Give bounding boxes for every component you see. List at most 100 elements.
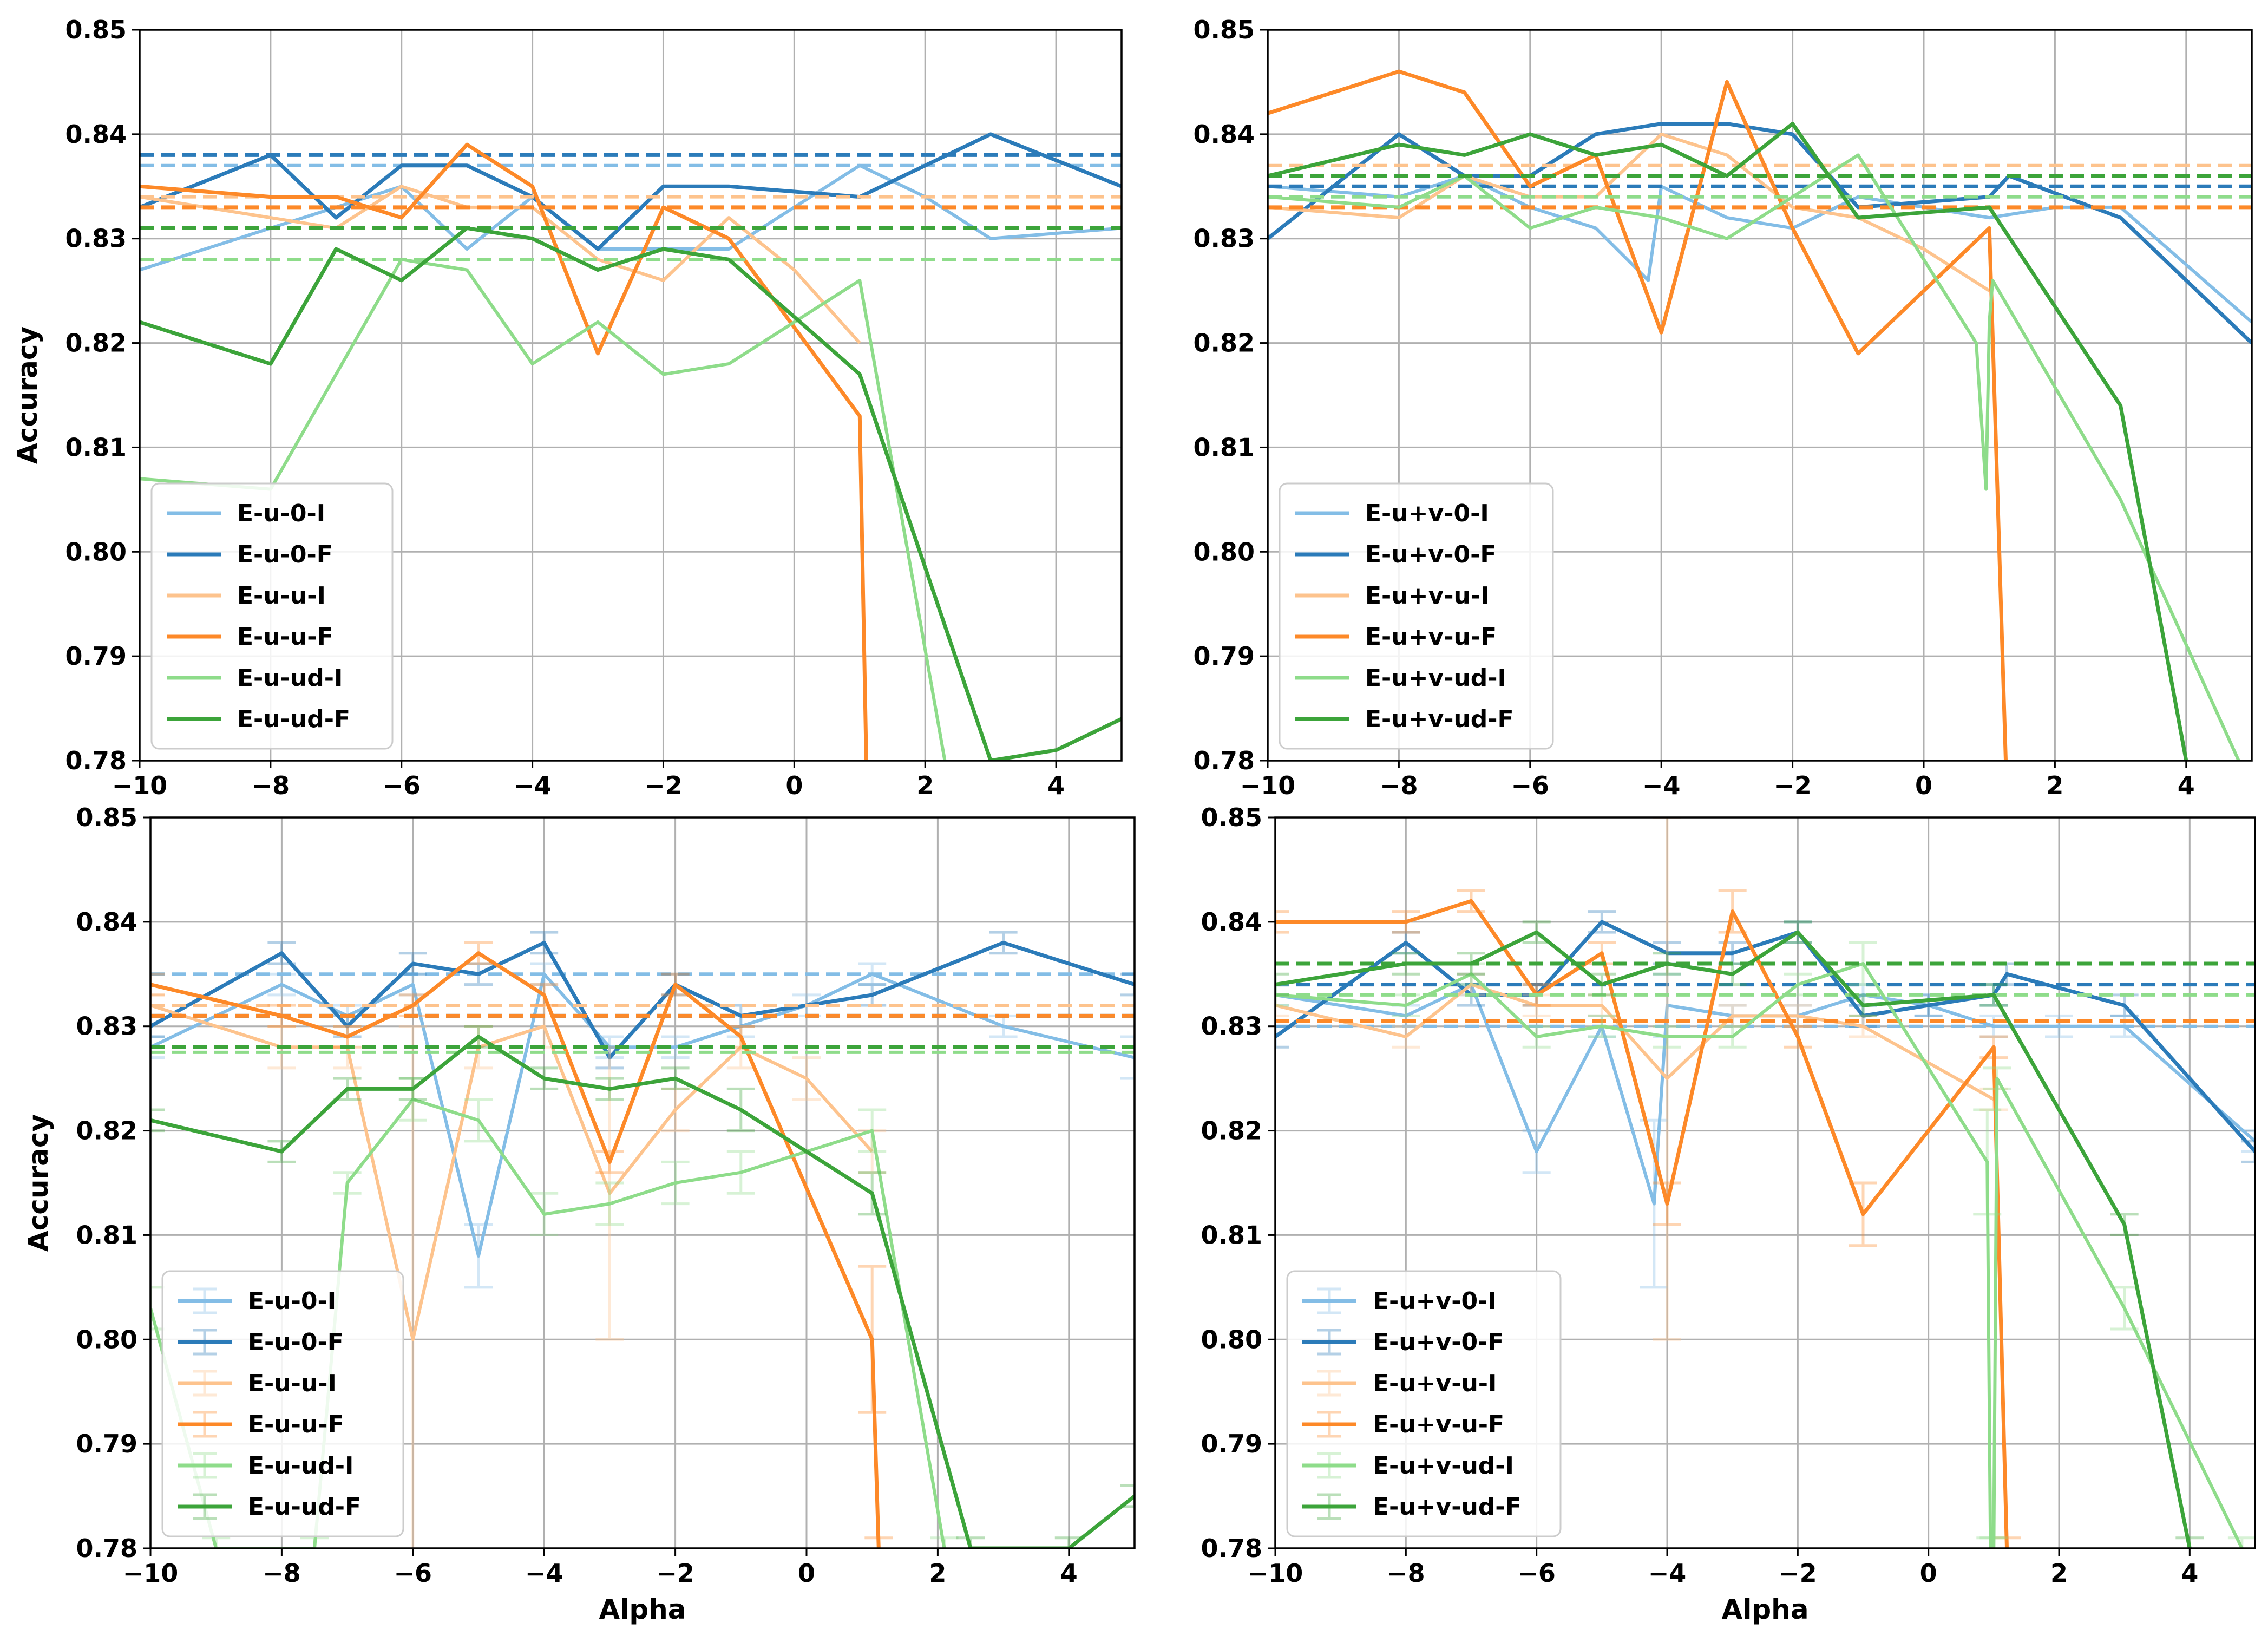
error-bar-E-u-ud-F: [267, 1140, 296, 1163]
error-bar-E-u+v-ud-F: [1392, 952, 1420, 976]
error-bar-E-u+v-u-I: [1784, 1004, 1812, 1028]
y-tick-label: 0.79: [65, 642, 127, 671]
error-bar-E-u-u-F: [267, 1004, 296, 1028]
legend-label: E-u-0-I: [248, 1287, 336, 1315]
y-tick-label: 0.83: [1201, 1012, 1263, 1041]
legend-label: E-u-u-I: [237, 582, 326, 610]
error-bar-E-u+v-ud-I: [1983, 1066, 2011, 1090]
x-axis-label: Alpha: [599, 1594, 686, 1625]
error-bar-E-u+v-ud-F: [1979, 983, 2008, 1007]
error-bar-E-u-ud-I: [726, 1150, 755, 1195]
error-bar-E-u+v-ud-F: [1653, 952, 1681, 976]
series-line-E-u+v-ud-F: [1275, 930, 2192, 1548]
error-bar-E-u-ud-I: [661, 1160, 690, 1206]
error-bar-E-u-0-I: [267, 972, 296, 997]
error-bar-E-u+v-ud-F: [1588, 972, 1616, 997]
error-bar-E-u+v-0-F: [1992, 962, 2021, 986]
x-tick-label: −8: [1387, 1559, 1425, 1588]
x-tick-label: 4: [1047, 771, 1065, 800]
error-bar-E-u-0-I: [858, 962, 887, 986]
error-bar-E-u-ud-F: [333, 1077, 362, 1101]
series-line-E-u-ud-I: [140, 258, 947, 761]
error-bar-E-u+v-ud-I: [1522, 1025, 1551, 1049]
error-bar-E-u-ud-F: [398, 1077, 427, 1101]
x-tick-label: −2: [656, 1559, 694, 1588]
legend-item: E-u+v-0-F: [1302, 1329, 1504, 1356]
error-bar-E-u+v-0-I: [2241, 1129, 2255, 1153]
error-bar-E-u+v-0-F: [1275, 1025, 1289, 1049]
y-axis-label: Accuracy: [23, 1114, 54, 1252]
legend-item: E-u-0-I: [167, 500, 325, 527]
plot-area: [1275, 817, 2255, 1548]
error-bar-E-u+v-u-F: [1784, 1025, 1812, 1049]
x-tick-label: −4: [513, 771, 552, 800]
legend-box: [1279, 482, 1554, 750]
error-bar-E-u-u-F: [464, 941, 493, 965]
legend: E-u-0-I E-u-0-F E-u-u-I E-u-u-F E-u-ud-I E-u-…: [150, 482, 394, 750]
error-bar-E-u+v-u-F: [1457, 889, 1485, 913]
error-bar-E-u+v-u-I: [1849, 1014, 1877, 1038]
y-tick-label: 0.84: [76, 907, 138, 937]
error-bar-E-u-0-F: [398, 952, 427, 976]
error-bar-E-u+v-u-F: [1992, 1536, 2021, 1548]
plot-area: [150, 931, 1135, 1548]
legend-label: E-u-ud-I: [237, 664, 343, 692]
legend-label: E-u-u-I: [248, 1370, 337, 1397]
error-bar-E-u+v-ud-F: [1718, 962, 1747, 986]
axes-frame: [1267, 29, 2253, 762]
legend-label: E-u-u-F: [237, 623, 333, 651]
x-tick-label: −8: [263, 1559, 301, 1588]
plot-area: [1268, 69, 2252, 761]
x-tick-label: −2: [644, 771, 683, 800]
error-bar-E-u-u-F: [398, 993, 427, 1017]
error-bar-E-u+v-0-F: [2241, 1140, 2255, 1163]
x-tick-label: −4: [1642, 771, 1681, 800]
error-bar-E-u+v-ud-I: [1718, 1025, 1747, 1049]
series-line-E-u+v-u-F: [1275, 899, 2009, 1548]
error-bar-E-u-ud-F: [464, 1025, 493, 1049]
error-bar-E-u+v-u-F: [1849, 1181, 1877, 1247]
error-bar-E-u+v-0-F: [2110, 993, 2139, 1017]
y-tick-label: 0.82: [1194, 329, 1255, 358]
legend-item: E-u-u-F: [178, 1411, 344, 1438]
error-bar-E-u-ud-F: [595, 1077, 624, 1101]
y-tick-label: 0.82: [1201, 1116, 1263, 1146]
y-tick-label: 0.81: [1194, 433, 1255, 462]
error-bar-E-u-ud-I: [333, 1171, 362, 1195]
error-bar-E-u-ud-I: [595, 1181, 624, 1226]
x-tick-label: −6: [1511, 771, 1550, 800]
series-line-E-u-0-I: [140, 163, 1122, 272]
error-bar-E-u+v-0-I: [1640, 1118, 1668, 1289]
y-axis-label: Accuracy: [12, 326, 43, 464]
legend-label: E-u+v-u-F: [1365, 623, 1497, 651]
series-line-E-u-ud-F: [140, 226, 1122, 761]
error-bar-E-u+v-ud-F: [2175, 1536, 2204, 1548]
x-tick-label: −6: [394, 1559, 432, 1588]
legend-label: E-u+v-0-I: [1373, 1287, 1497, 1315]
error-bar-E-u+v-u-F: [1275, 910, 1289, 934]
error-bar-E-u+v-u-I: [1392, 1025, 1420, 1049]
error-bar-E-u+v-ud-I: [1976, 1536, 2005, 1548]
legend-label: E-u-u-F: [248, 1411, 344, 1438]
error-bar-E-u-0-F: [530, 931, 559, 955]
legend-label: E-u+v-ud-F: [1365, 705, 1514, 733]
y-tick-label: 0.84: [1201, 907, 1263, 937]
error-bar-E-u+v-u-F: [1718, 889, 1747, 934]
error-bar-E-u-u-F: [661, 972, 690, 997]
series-line-E-u+v-ud-I: [1275, 962, 2244, 1548]
x-tick-label: −8: [252, 771, 290, 800]
x-tick-label: 2: [2046, 771, 2063, 800]
x-tick-label: −6: [1517, 1559, 1556, 1588]
legend-label: E-u+v-ud-F: [1373, 1493, 1522, 1521]
error-bar-E-u+v-ud-F: [1784, 920, 1812, 944]
x-tick-label: −8: [1380, 771, 1418, 800]
x-tick-label: −10: [1248, 1559, 1303, 1588]
error-bar-E-u+v-ud-F: [1522, 920, 1551, 944]
error-bar-E-u+v-0-F: [1392, 931, 1420, 955]
legend-box: [161, 1270, 404, 1537]
error-bar-E-u+v-ud-I: [1849, 941, 1877, 986]
error-bar-E-u-u-F: [150, 972, 165, 997]
legend-label: E-u+v-u-F: [1373, 1411, 1504, 1438]
error-bar-E-u-0-I: [661, 1035, 690, 1059]
legend-label: E-u-ud-F: [248, 1493, 361, 1521]
